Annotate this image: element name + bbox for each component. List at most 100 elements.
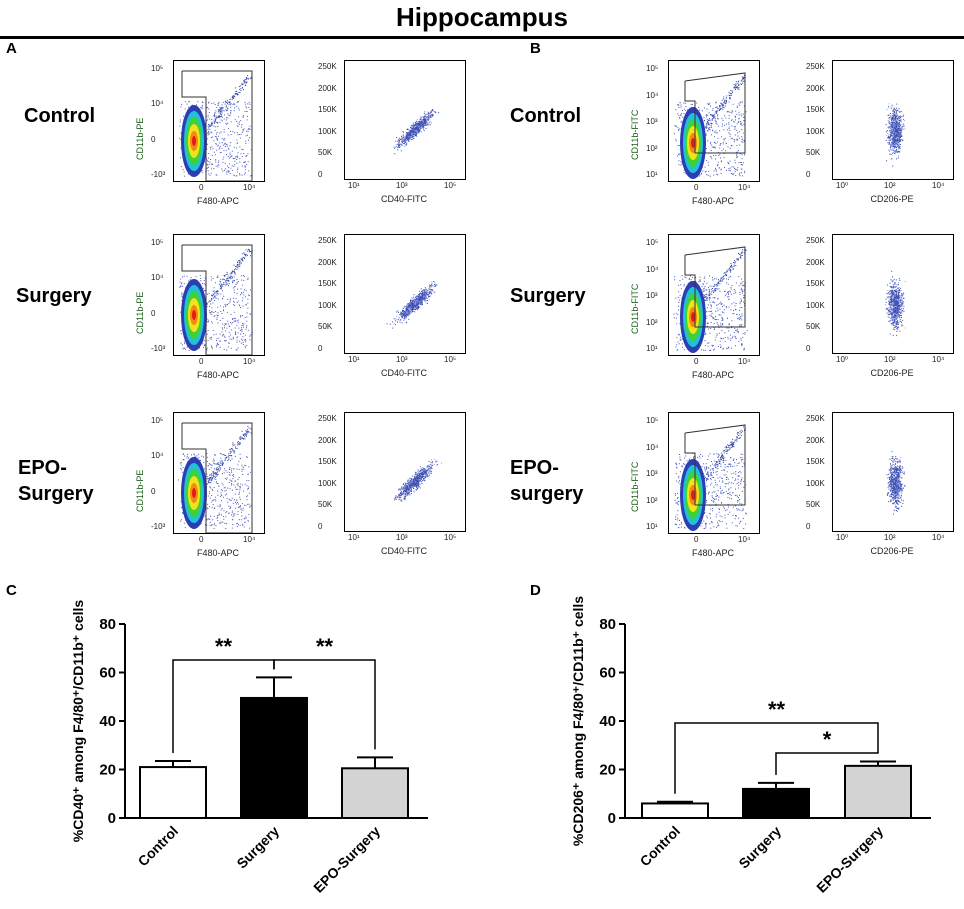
event-dot bbox=[892, 146, 894, 148]
event-dot bbox=[714, 302, 716, 304]
event-dot bbox=[708, 128, 710, 130]
event-dot bbox=[730, 276, 732, 278]
event-dot bbox=[413, 131, 415, 133]
event-dot bbox=[715, 278, 717, 280]
event-dot bbox=[222, 297, 224, 299]
event-dot bbox=[214, 154, 216, 156]
event-dot bbox=[890, 129, 892, 131]
event-dot bbox=[401, 322, 403, 324]
event-dot bbox=[421, 303, 423, 305]
scatter-x-axis-label: CD40-FITC bbox=[380, 194, 427, 204]
event-dot bbox=[891, 125, 893, 127]
event-dot bbox=[675, 138, 677, 140]
event-dot bbox=[886, 134, 888, 136]
event-dot bbox=[225, 143, 227, 145]
event-dot bbox=[407, 304, 409, 306]
gate-x-tick: 10⁴ bbox=[243, 183, 256, 192]
event-dot bbox=[726, 348, 728, 350]
event-dot bbox=[724, 290, 726, 292]
event-dot bbox=[397, 143, 399, 145]
event-dot bbox=[720, 169, 722, 171]
event-dot bbox=[241, 124, 243, 126]
event-dot bbox=[230, 275, 232, 277]
event-dot bbox=[678, 299, 680, 301]
row-label-line: EPO- bbox=[18, 457, 67, 479]
event-dot bbox=[722, 141, 724, 143]
event-dot bbox=[413, 301, 415, 303]
event-dot bbox=[415, 131, 417, 132]
event-dot bbox=[405, 321, 407, 323]
event-dot bbox=[225, 168, 227, 170]
event-dot bbox=[408, 308, 410, 310]
event-dot bbox=[741, 76, 743, 78]
event-dot bbox=[738, 253, 739, 254]
event-dot bbox=[744, 332, 746, 334]
event-dot bbox=[903, 119, 905, 121]
event-dot bbox=[405, 138, 407, 140]
event-dot bbox=[413, 132, 415, 134]
event-dot bbox=[703, 280, 705, 282]
event-dot bbox=[216, 339, 217, 341]
event-dot bbox=[417, 129, 419, 131]
event-dot bbox=[897, 129, 899, 131]
event-dot bbox=[227, 134, 229, 136]
event-dot bbox=[408, 138, 410, 140]
event-dot bbox=[733, 86, 735, 88]
event-dot bbox=[740, 298, 742, 300]
event-dot bbox=[735, 116, 736, 118]
event-dot bbox=[900, 139, 902, 141]
event-dot bbox=[895, 133, 897, 135]
event-dot bbox=[692, 103, 693, 105]
event-dot bbox=[412, 303, 414, 305]
event-dot bbox=[743, 252, 745, 254]
event-dot bbox=[899, 146, 901, 148]
event-dot bbox=[739, 310, 741, 311]
event-dot bbox=[732, 337, 733, 339]
event-dot bbox=[721, 123, 723, 125]
event-dot bbox=[710, 134, 712, 136]
event-dot bbox=[420, 293, 422, 295]
event-dot bbox=[715, 120, 717, 122]
event-dot bbox=[899, 121, 900, 123]
event-dot bbox=[237, 107, 239, 109]
event-dot bbox=[223, 335, 225, 337]
event-dot bbox=[674, 125, 676, 127]
event-dot bbox=[219, 320, 221, 321]
event-dot bbox=[894, 125, 896, 127]
event-dot bbox=[723, 153, 725, 155]
event-dot bbox=[680, 161, 682, 163]
event-dot bbox=[885, 131, 887, 133]
event-dot bbox=[893, 116, 895, 118]
event-dot bbox=[738, 162, 740, 164]
event-dot bbox=[416, 131, 418, 133]
event-dot bbox=[419, 127, 421, 129]
event-dot bbox=[402, 138, 404, 140]
event-dot bbox=[718, 288, 720, 290]
event-dot bbox=[241, 331, 243, 333]
event-dot bbox=[430, 110, 432, 112]
event-dot bbox=[679, 339, 681, 341]
event-dot bbox=[399, 138, 401, 140]
event-dot bbox=[181, 103, 183, 105]
event-dot bbox=[430, 286, 432, 288]
event-dot bbox=[717, 154, 719, 156]
event-dot bbox=[247, 277, 249, 279]
event-dot bbox=[726, 278, 728, 280]
density-contour bbox=[691, 138, 695, 148]
event-dot bbox=[216, 117, 218, 119]
event-dot bbox=[737, 83, 739, 85]
event-dot bbox=[717, 164, 719, 165]
event-dot bbox=[430, 117, 432, 119]
event-dot bbox=[428, 291, 430, 293]
event-dot bbox=[707, 323, 709, 325]
event-dot bbox=[180, 147, 182, 149]
event-dot bbox=[405, 305, 407, 307]
event-dot bbox=[208, 157, 209, 159]
event-dot bbox=[240, 85, 242, 87]
event-dot bbox=[236, 339, 238, 341]
event-dot bbox=[226, 271, 228, 273]
event-dot bbox=[426, 294, 427, 296]
event-dot bbox=[714, 288, 716, 290]
event-dot bbox=[893, 130, 895, 132]
event-dot bbox=[741, 282, 743, 284]
